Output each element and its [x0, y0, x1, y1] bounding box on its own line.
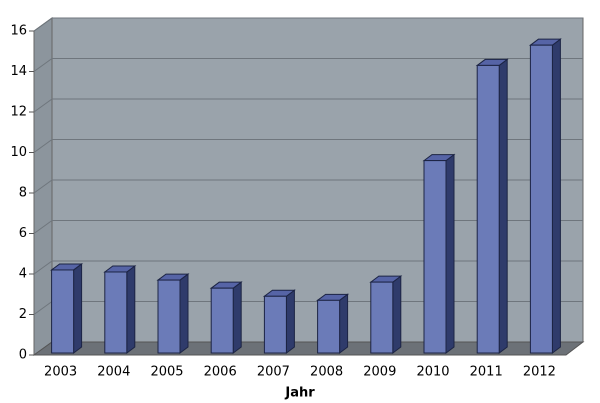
- y-tick-label: 14: [10, 64, 27, 79]
- bars: [50, 38, 562, 354]
- y-tick-label: 0: [19, 348, 27, 363]
- bar: [210, 287, 234, 354]
- x-tick-label: 2007: [257, 365, 290, 380]
- bar: [157, 279, 181, 354]
- x-tick-label: 2004: [97, 365, 130, 380]
- bar: [263, 295, 287, 354]
- bar: [51, 269, 75, 354]
- bar-side: [498, 58, 508, 354]
- x-tick-label: 2006: [204, 365, 237, 380]
- grid-line: [33, 98, 583, 113]
- bar-side: [285, 289, 295, 354]
- bar-side: [232, 281, 242, 354]
- x-axis-label: Jahr: [284, 386, 315, 401]
- bar-side: [392, 275, 402, 354]
- bar: [317, 299, 341, 354]
- bar: [370, 281, 394, 354]
- grid-line: [33, 58, 583, 72]
- bar-side: [339, 293, 349, 354]
- x-tick-label: 2003: [44, 365, 77, 380]
- bar: [104, 271, 128, 354]
- grid-line: [33, 17, 583, 32]
- y-tick-label: 16: [10, 24, 27, 39]
- bar-side: [179, 273, 189, 354]
- y-tick-label: 2: [19, 307, 27, 322]
- x-tick-label: 2005: [150, 365, 183, 380]
- grid-line: [33, 139, 583, 153]
- x-tick-label: 2008: [310, 365, 343, 380]
- bar: [423, 160, 447, 354]
- bar: [476, 64, 500, 354]
- x-tick-label: 2011: [470, 365, 503, 380]
- bar-side: [445, 153, 455, 354]
- grid-line: [33, 260, 583, 275]
- x-tick-label: 2010: [416, 365, 449, 380]
- bar: [529, 44, 553, 354]
- x-tick-label: 2012: [523, 365, 556, 380]
- x-tick-label: 2009: [363, 365, 396, 380]
- y-tick-label: 4: [19, 267, 27, 282]
- y-tick-label: 12: [10, 105, 27, 120]
- bar-side: [73, 262, 83, 354]
- bar-side: [126, 264, 136, 354]
- grid-line: [33, 220, 583, 234]
- y-tick-label: 10: [10, 145, 27, 160]
- y-tick-label: 8: [19, 186, 27, 201]
- grid-line: [33, 179, 583, 194]
- bar-side: [551, 38, 561, 354]
- y-tick-label: 6: [19, 226, 27, 241]
